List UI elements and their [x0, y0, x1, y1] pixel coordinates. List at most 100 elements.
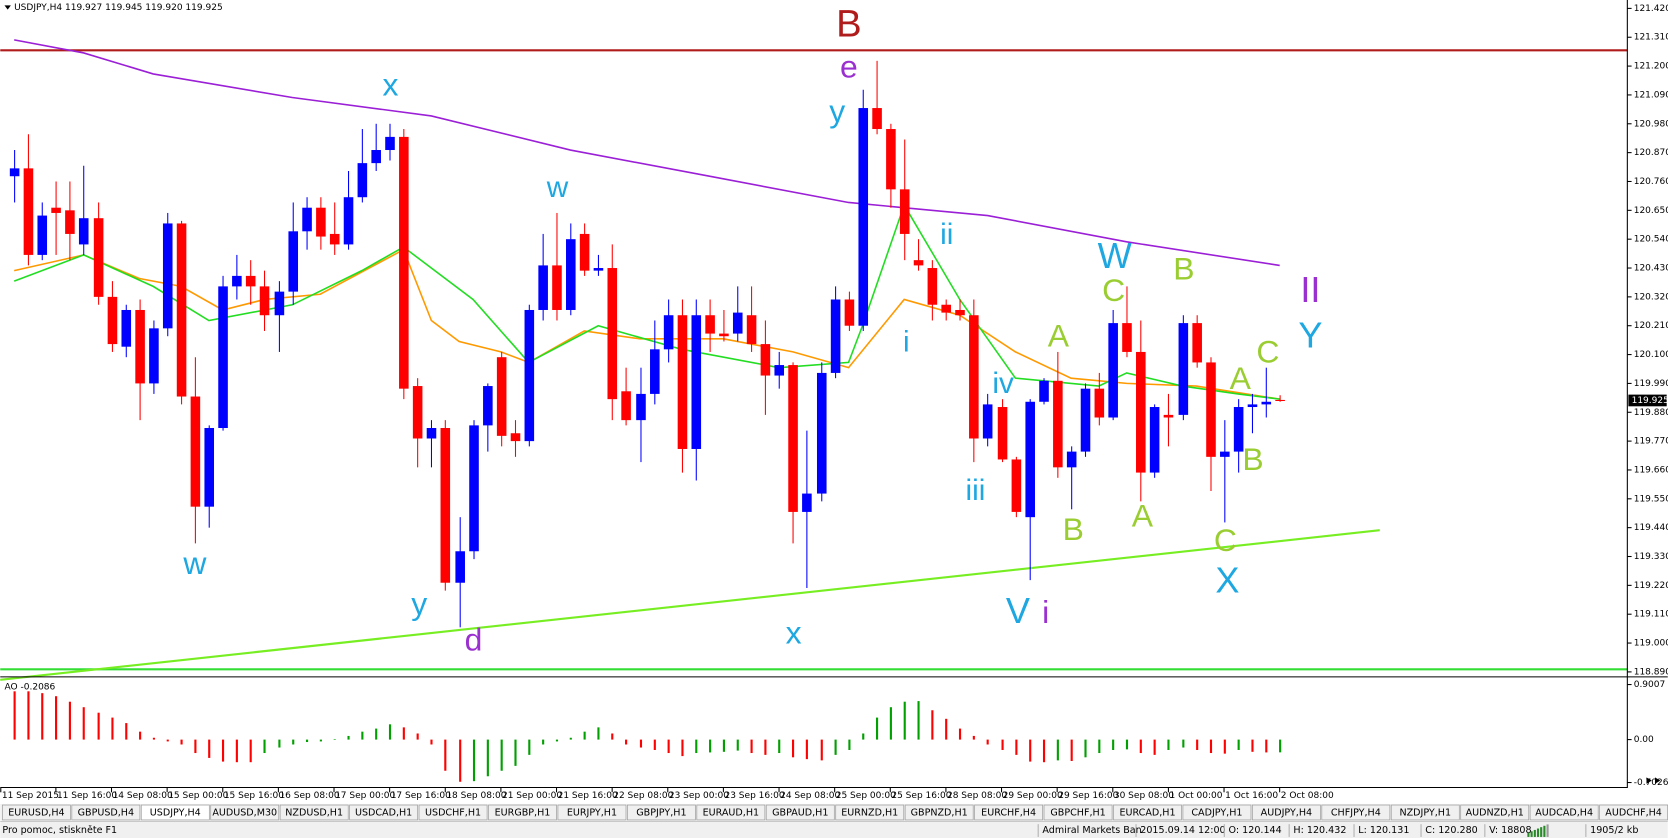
candle-body — [1163, 414, 1174, 418]
connection-bar — [1536, 828, 1540, 837]
tab-label[interactable]: GBPNZD,H1 — [911, 808, 968, 819]
candle-body — [858, 108, 869, 326]
tab-label[interactable]: EURNZD,H1 — [841, 808, 898, 819]
tab-label[interactable]: AUDNZD,H1 — [1466, 808, 1524, 819]
candle-body — [1094, 388, 1105, 418]
connection-bar — [1540, 827, 1543, 837]
tab[interactable] — [974, 804, 1044, 821]
candle-body — [941, 304, 951, 313]
y-tick-label: 119.220 — [1634, 581, 1668, 591]
x-tick-label: 15 Sep 00:00 — [168, 791, 228, 801]
tab[interactable] — [1529, 804, 1599, 821]
y-tick-label: 121.420 — [1634, 4, 1668, 14]
x-tick-label: 24 Sep 08:00 — [780, 791, 840, 801]
tab-label[interactable]: USDJPY,H4 — [150, 808, 201, 819]
wave-label: X — [1215, 559, 1239, 600]
y-tick-label: 120.760 — [1634, 177, 1668, 187]
candle-body — [1149, 407, 1160, 473]
tab[interactable] — [2, 804, 71, 821]
tab-label[interactable]: EURAUD,H1 — [703, 808, 760, 819]
tab[interactable] — [765, 804, 835, 821]
tab-label[interactable]: GBPUSD,H4 — [78, 808, 134, 819]
candle-body — [455, 551, 465, 583]
y-tick-label: 120.430 — [1634, 264, 1668, 274]
tab-label[interactable]: AUDUSD,M30 — [212, 808, 277, 819]
candle-body — [636, 393, 646, 421]
candle-body — [788, 365, 798, 512]
candle-body — [1247, 404, 1258, 408]
wave-label: y — [829, 93, 845, 129]
tab-label[interactable]: USDCHF,H1 — [425, 808, 481, 819]
candle-body — [1206, 362, 1216, 457]
active-tab[interactable] — [140, 804, 210, 821]
tab-label[interactable]: EURCAD,H1 — [1119, 808, 1175, 819]
candle-body — [23, 168, 34, 255]
tab-label[interactable]: CADJPY,H1 — [1191, 808, 1242, 819]
tab[interactable] — [1460, 804, 1530, 821]
tab-label[interactable]: CHFJPY,H4 — [1331, 808, 1381, 819]
tab-label[interactable]: NZDJPY,H1 — [1399, 808, 1451, 819]
wave-label: x — [786, 614, 802, 650]
x-tick-label: 23 Sep 16:00 — [724, 791, 784, 801]
wave-label: C — [1256, 334, 1279, 370]
tab[interactable] — [835, 804, 905, 821]
scroll-arrows[interactable] — [1646, 777, 1661, 784]
y-tick-label: 120.980 — [1634, 119, 1668, 129]
indicator-y-tick-label: -0.7026 — [1634, 778, 1668, 788]
tab[interactable] — [418, 804, 488, 821]
x-tick-label: 25 Sep 16:00 — [891, 791, 951, 801]
candle-body — [830, 299, 841, 373]
candle-body — [1136, 351, 1146, 473]
tab[interactable] — [1321, 804, 1391, 821]
candle-body — [1233, 407, 1244, 452]
status-item: C: 120.280 — [1425, 825, 1477, 836]
indicator-y-tick-label: 0.00 — [1634, 735, 1654, 745]
candle-body — [927, 268, 938, 305]
tab[interactable] — [1113, 804, 1182, 821]
tab-label[interactable]: AUDCHF,H4 — [1605, 808, 1662, 819]
y-tick-label: 120.100 — [1634, 350, 1668, 360]
tab[interactable] — [71, 804, 141, 821]
candle-body — [288, 231, 299, 292]
tab[interactable] — [904, 804, 974, 821]
tab-label[interactable]: GBPAUD,H1 — [772, 808, 828, 819]
wave-label: B — [1063, 511, 1084, 547]
tab-label[interactable]: GBPJPY,H1 — [636, 808, 686, 819]
tab[interactable] — [1390, 804, 1460, 821]
tab[interactable] — [1251, 804, 1321, 821]
tab[interactable] — [696, 804, 766, 821]
tab[interactable] — [210, 804, 280, 821]
tab-label[interactable]: EURGBP,H1 — [495, 808, 551, 819]
status-item: O: 120.144 — [1229, 825, 1282, 836]
tab[interactable] — [488, 804, 557, 821]
candle-body — [274, 291, 285, 316]
candle-body — [93, 218, 104, 297]
tab-label[interactable]: EURJPY,H1 — [567, 808, 617, 819]
x-tick-label: 21 Sep 00:00 — [502, 791, 562, 801]
status-item: L: 120.131 — [1358, 825, 1409, 836]
tab[interactable] — [349, 804, 419, 821]
tab-label[interactable]: AUDCAD,H4 — [1535, 808, 1593, 819]
candle-body — [162, 223, 173, 329]
y-tick-label: 120.210 — [1634, 321, 1668, 331]
tab-label[interactable]: EURUSD,H4 — [8, 808, 64, 819]
collapse-arrow[interactable] — [4, 5, 11, 10]
x-tick-label: 14 Sep 08:00 — [113, 791, 173, 801]
candle-body — [510, 433, 521, 442]
tab-label[interactable]: EURCHF,H4 — [981, 808, 1036, 819]
tab-label[interactable]: USDCAD,H1 — [355, 808, 412, 819]
tab[interactable] — [626, 804, 696, 821]
wave-label: II — [1300, 269, 1320, 310]
tab-label[interactable]: NZDUSD,H1 — [285, 808, 343, 819]
y-tick-label: 119.770 — [1634, 437, 1668, 447]
tab-label[interactable]: AUDJPY,H4 — [1261, 808, 1312, 819]
tab[interactable] — [1182, 804, 1252, 821]
candle-body — [1192, 323, 1202, 363]
tab[interactable] — [557, 804, 627, 821]
candle-body — [399, 136, 409, 389]
tab[interactable] — [1043, 804, 1113, 821]
tab[interactable] — [279, 804, 349, 821]
tab-label[interactable]: GBPCHF,H1 — [1050, 808, 1105, 819]
